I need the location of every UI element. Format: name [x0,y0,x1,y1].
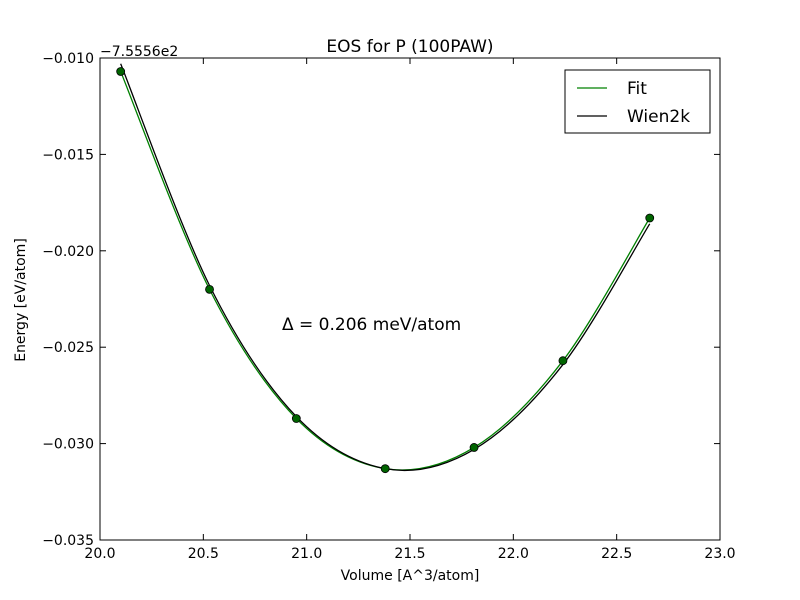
x-tick-label: 23.0 [704,546,735,562]
y-tick-label: −0.020 [42,244,94,260]
legend-box [564,69,711,134]
y-axis-label: Energy [eV/atom] [13,238,29,362]
legend-label: Wien2k [627,107,690,127]
y-tick-label: −0.015 [42,147,94,163]
x-tick-label: 20.0 [84,546,115,562]
chart-title: EOS for P (100PAW) [326,37,493,57]
data-point [116,67,126,76]
x-tick-label: 22.5 [601,546,632,562]
y-tick-label: −0.030 [42,437,94,453]
x-tick-label: 22.0 [498,546,529,562]
y-tick-label: −0.010 [42,51,94,67]
x-tick-label: 20.5 [188,546,219,562]
data-point [558,356,568,366]
delta-annotation: Δ = 0.206 meV/atom [282,315,461,335]
y-tick-label: −0.025 [42,340,94,356]
legend: Fit Wien2k [564,69,711,134]
data-points [116,67,655,474]
plot-frame [99,57,721,541]
y-tick-label: −0.035 [42,533,94,549]
data-point [469,443,479,452]
axis-ticks: 20.0 20.5 21.0 21.5 22.0 22.5 23.0 −0.010 −0.015… [42,51,735,562]
x-tick-label: 21.0 [291,546,322,562]
legend-label: Fit [627,79,647,99]
data-point [291,414,301,423]
data-point [380,464,390,474]
y-offset-text: −7.5556e2 [100,44,178,60]
data-point [205,284,214,294]
data-point [645,213,655,223]
x-axis-label: Volume [A^3/atom] [341,568,480,584]
x-tick-label: 21.5 [394,546,425,562]
